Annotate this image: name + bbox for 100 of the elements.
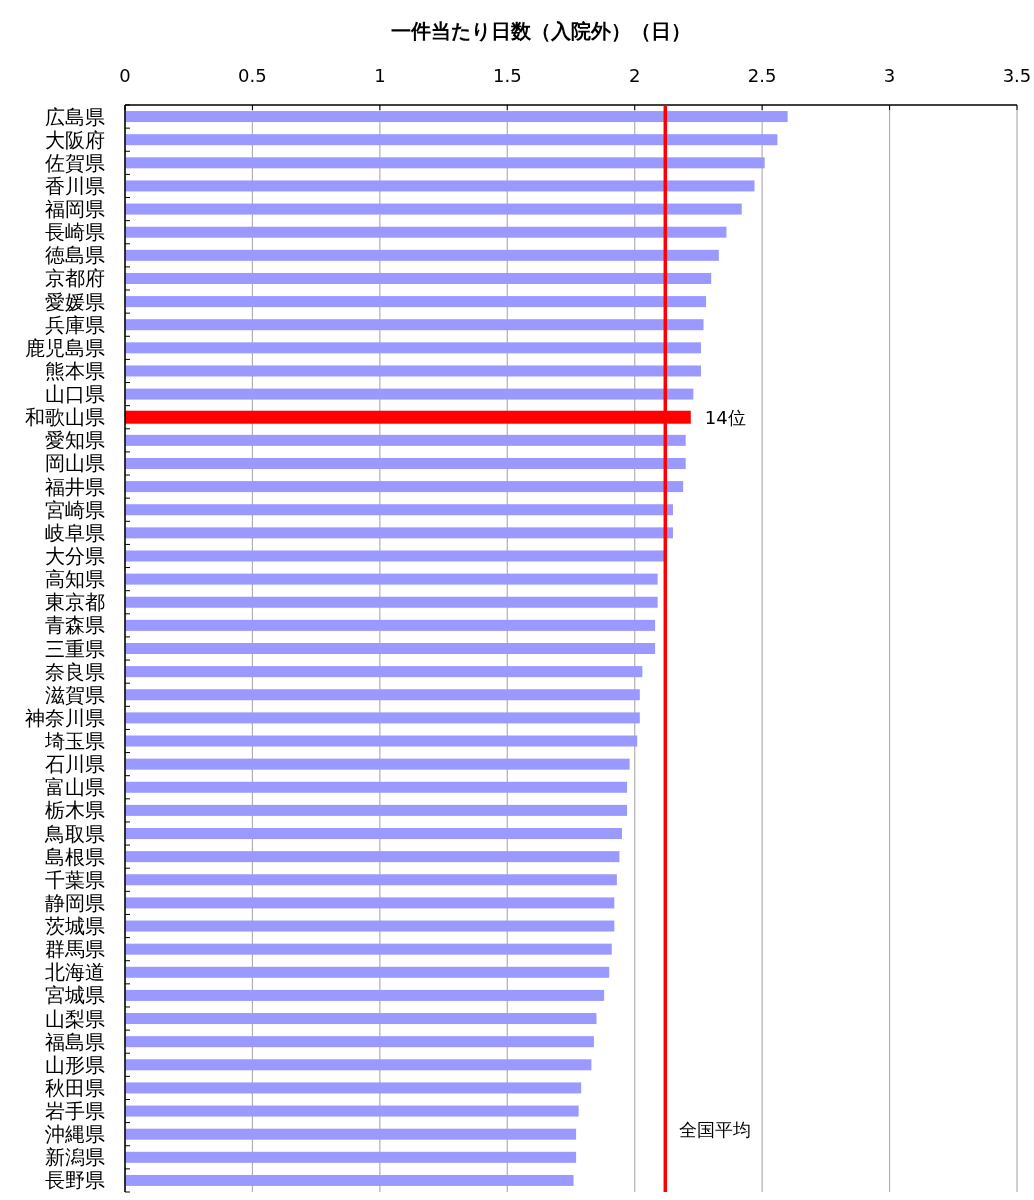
x-tick-label: 1 bbox=[374, 65, 386, 86]
x-tick-label: 3.5 bbox=[1002, 65, 1032, 86]
bar bbox=[125, 180, 755, 192]
y-tick-label: 富山県 bbox=[45, 775, 105, 800]
y-tick-label: 愛知県 bbox=[45, 428, 105, 453]
y-tick-label: 奈良県 bbox=[45, 659, 105, 684]
y-tick-label: 山形県 bbox=[45, 1052, 105, 1077]
bar bbox=[125, 943, 612, 955]
bar bbox=[125, 1174, 574, 1186]
y-tick-label: 滋賀県 bbox=[45, 682, 105, 707]
y-tick-label: 鹿児島県 bbox=[25, 335, 105, 360]
bar bbox=[125, 596, 658, 608]
bar bbox=[125, 989, 605, 1001]
annotation: 14位 bbox=[704, 407, 746, 429]
y-tick-label: 岐阜県 bbox=[45, 520, 105, 545]
y-tick-label: 青森県 bbox=[45, 613, 105, 638]
y-tick-label: 福島県 bbox=[45, 1029, 105, 1054]
bar bbox=[125, 1128, 577, 1140]
bar bbox=[125, 504, 673, 516]
y-tick-label: 山梨県 bbox=[45, 1006, 105, 1031]
y-tick-label: 岩手県 bbox=[45, 1099, 105, 1124]
bar bbox=[125, 781, 628, 793]
bar bbox=[125, 203, 742, 215]
bar bbox=[125, 689, 640, 701]
bar bbox=[125, 851, 620, 863]
bar bbox=[125, 272, 712, 284]
bar bbox=[125, 1013, 597, 1025]
bar bbox=[125, 712, 640, 724]
x-tick-label: 0.5 bbox=[238, 65, 267, 86]
x-tick-label: 2 bbox=[628, 65, 641, 86]
bar bbox=[125, 481, 684, 493]
y-tick-label: 福井県 bbox=[45, 474, 105, 499]
bar bbox=[125, 643, 656, 654]
y-tick-label: 和歌山県 bbox=[25, 405, 105, 430]
bar bbox=[125, 573, 658, 585]
y-tick-label: 徳島県 bbox=[45, 243, 105, 268]
y-tick-label: 長野県 bbox=[45, 1168, 105, 1193]
bar bbox=[125, 249, 719, 261]
y-tick-label: 沖縄県 bbox=[45, 1122, 105, 1147]
bar bbox=[125, 1151, 577, 1163]
y-tick-label: 群馬県 bbox=[45, 937, 105, 962]
y-tick-label: 北海道 bbox=[45, 960, 105, 985]
y-tick-label: 鳥取県 bbox=[44, 821, 105, 846]
y-tick-label: 三重県 bbox=[45, 636, 105, 661]
bar bbox=[125, 1059, 592, 1071]
y-tick-label: 広島県 bbox=[45, 104, 105, 129]
bar bbox=[125, 319, 704, 331]
y-tick-label: 兵庫県 bbox=[45, 312, 105, 337]
bar bbox=[125, 758, 630, 770]
y-tick-label: 新潟県 bbox=[45, 1145, 105, 1170]
bar bbox=[125, 828, 622, 840]
y-tick-label: 長崎県 bbox=[45, 220, 105, 245]
bar bbox=[125, 550, 666, 562]
x-tick-label: 1.5 bbox=[492, 65, 522, 86]
bar bbox=[125, 874, 617, 886]
y-tick-label: 岡山県 bbox=[45, 451, 105, 476]
bar bbox=[125, 434, 686, 446]
y-tick-label: 宮崎県 bbox=[45, 497, 105, 522]
y-tick-label: 香川県 bbox=[45, 173, 105, 198]
y-tick-label: 神奈川県 bbox=[25, 705, 105, 730]
bar bbox=[125, 111, 788, 123]
bar bbox=[125, 666, 643, 678]
y-tick-label: 京都府 bbox=[45, 266, 105, 291]
bar bbox=[125, 388, 694, 400]
bar bbox=[125, 804, 628, 816]
y-tick-label: 秋田県 bbox=[45, 1075, 105, 1100]
y-tick-label: 埼玉県 bbox=[44, 729, 105, 754]
bar bbox=[125, 619, 656, 631]
y-tick-label: 千葉県 bbox=[45, 867, 105, 892]
bar bbox=[125, 226, 727, 238]
y-tick-label: 熊本県 bbox=[45, 358, 105, 383]
y-tick-label: 栃木県 bbox=[45, 798, 105, 823]
y-tick-label: 高知県 bbox=[45, 567, 105, 592]
y-tick-label: 大阪府 bbox=[45, 127, 105, 152]
y-tick-label: 山口県 bbox=[45, 382, 105, 407]
y-tick-label: 東京都 bbox=[45, 590, 105, 615]
y-tick-label: 静岡県 bbox=[45, 890, 105, 915]
bar bbox=[125, 897, 615, 909]
y-tick-label: 愛媛県 bbox=[45, 289, 105, 314]
bar bbox=[125, 1036, 594, 1048]
y-tick-label: 茨城県 bbox=[45, 914, 105, 939]
y-tick-label: 石川県 bbox=[45, 752, 105, 777]
ref-line-label: 全国平均 bbox=[679, 1119, 752, 1140]
bar bbox=[125, 1082, 582, 1094]
x-tick-label: 0 bbox=[119, 65, 131, 86]
x-tick-label: 3 bbox=[883, 65, 896, 86]
y-tick-label: 宮城県 bbox=[45, 983, 105, 1008]
bar bbox=[125, 1105, 579, 1117]
y-tick-label: 佐賀県 bbox=[45, 150, 105, 175]
bar bbox=[125, 296, 707, 308]
bar bbox=[125, 365, 701, 377]
bar bbox=[125, 134, 778, 146]
x-tick-label: 2.5 bbox=[747, 65, 777, 86]
y-tick-label: 福岡県 bbox=[45, 197, 105, 222]
bar bbox=[125, 527, 673, 539]
bar bbox=[125, 920, 615, 932]
bar bbox=[125, 157, 765, 169]
y-tick-label: 島根県 bbox=[45, 844, 105, 869]
bar bbox=[125, 735, 638, 747]
y-tick-label: 大分県 bbox=[45, 543, 105, 568]
